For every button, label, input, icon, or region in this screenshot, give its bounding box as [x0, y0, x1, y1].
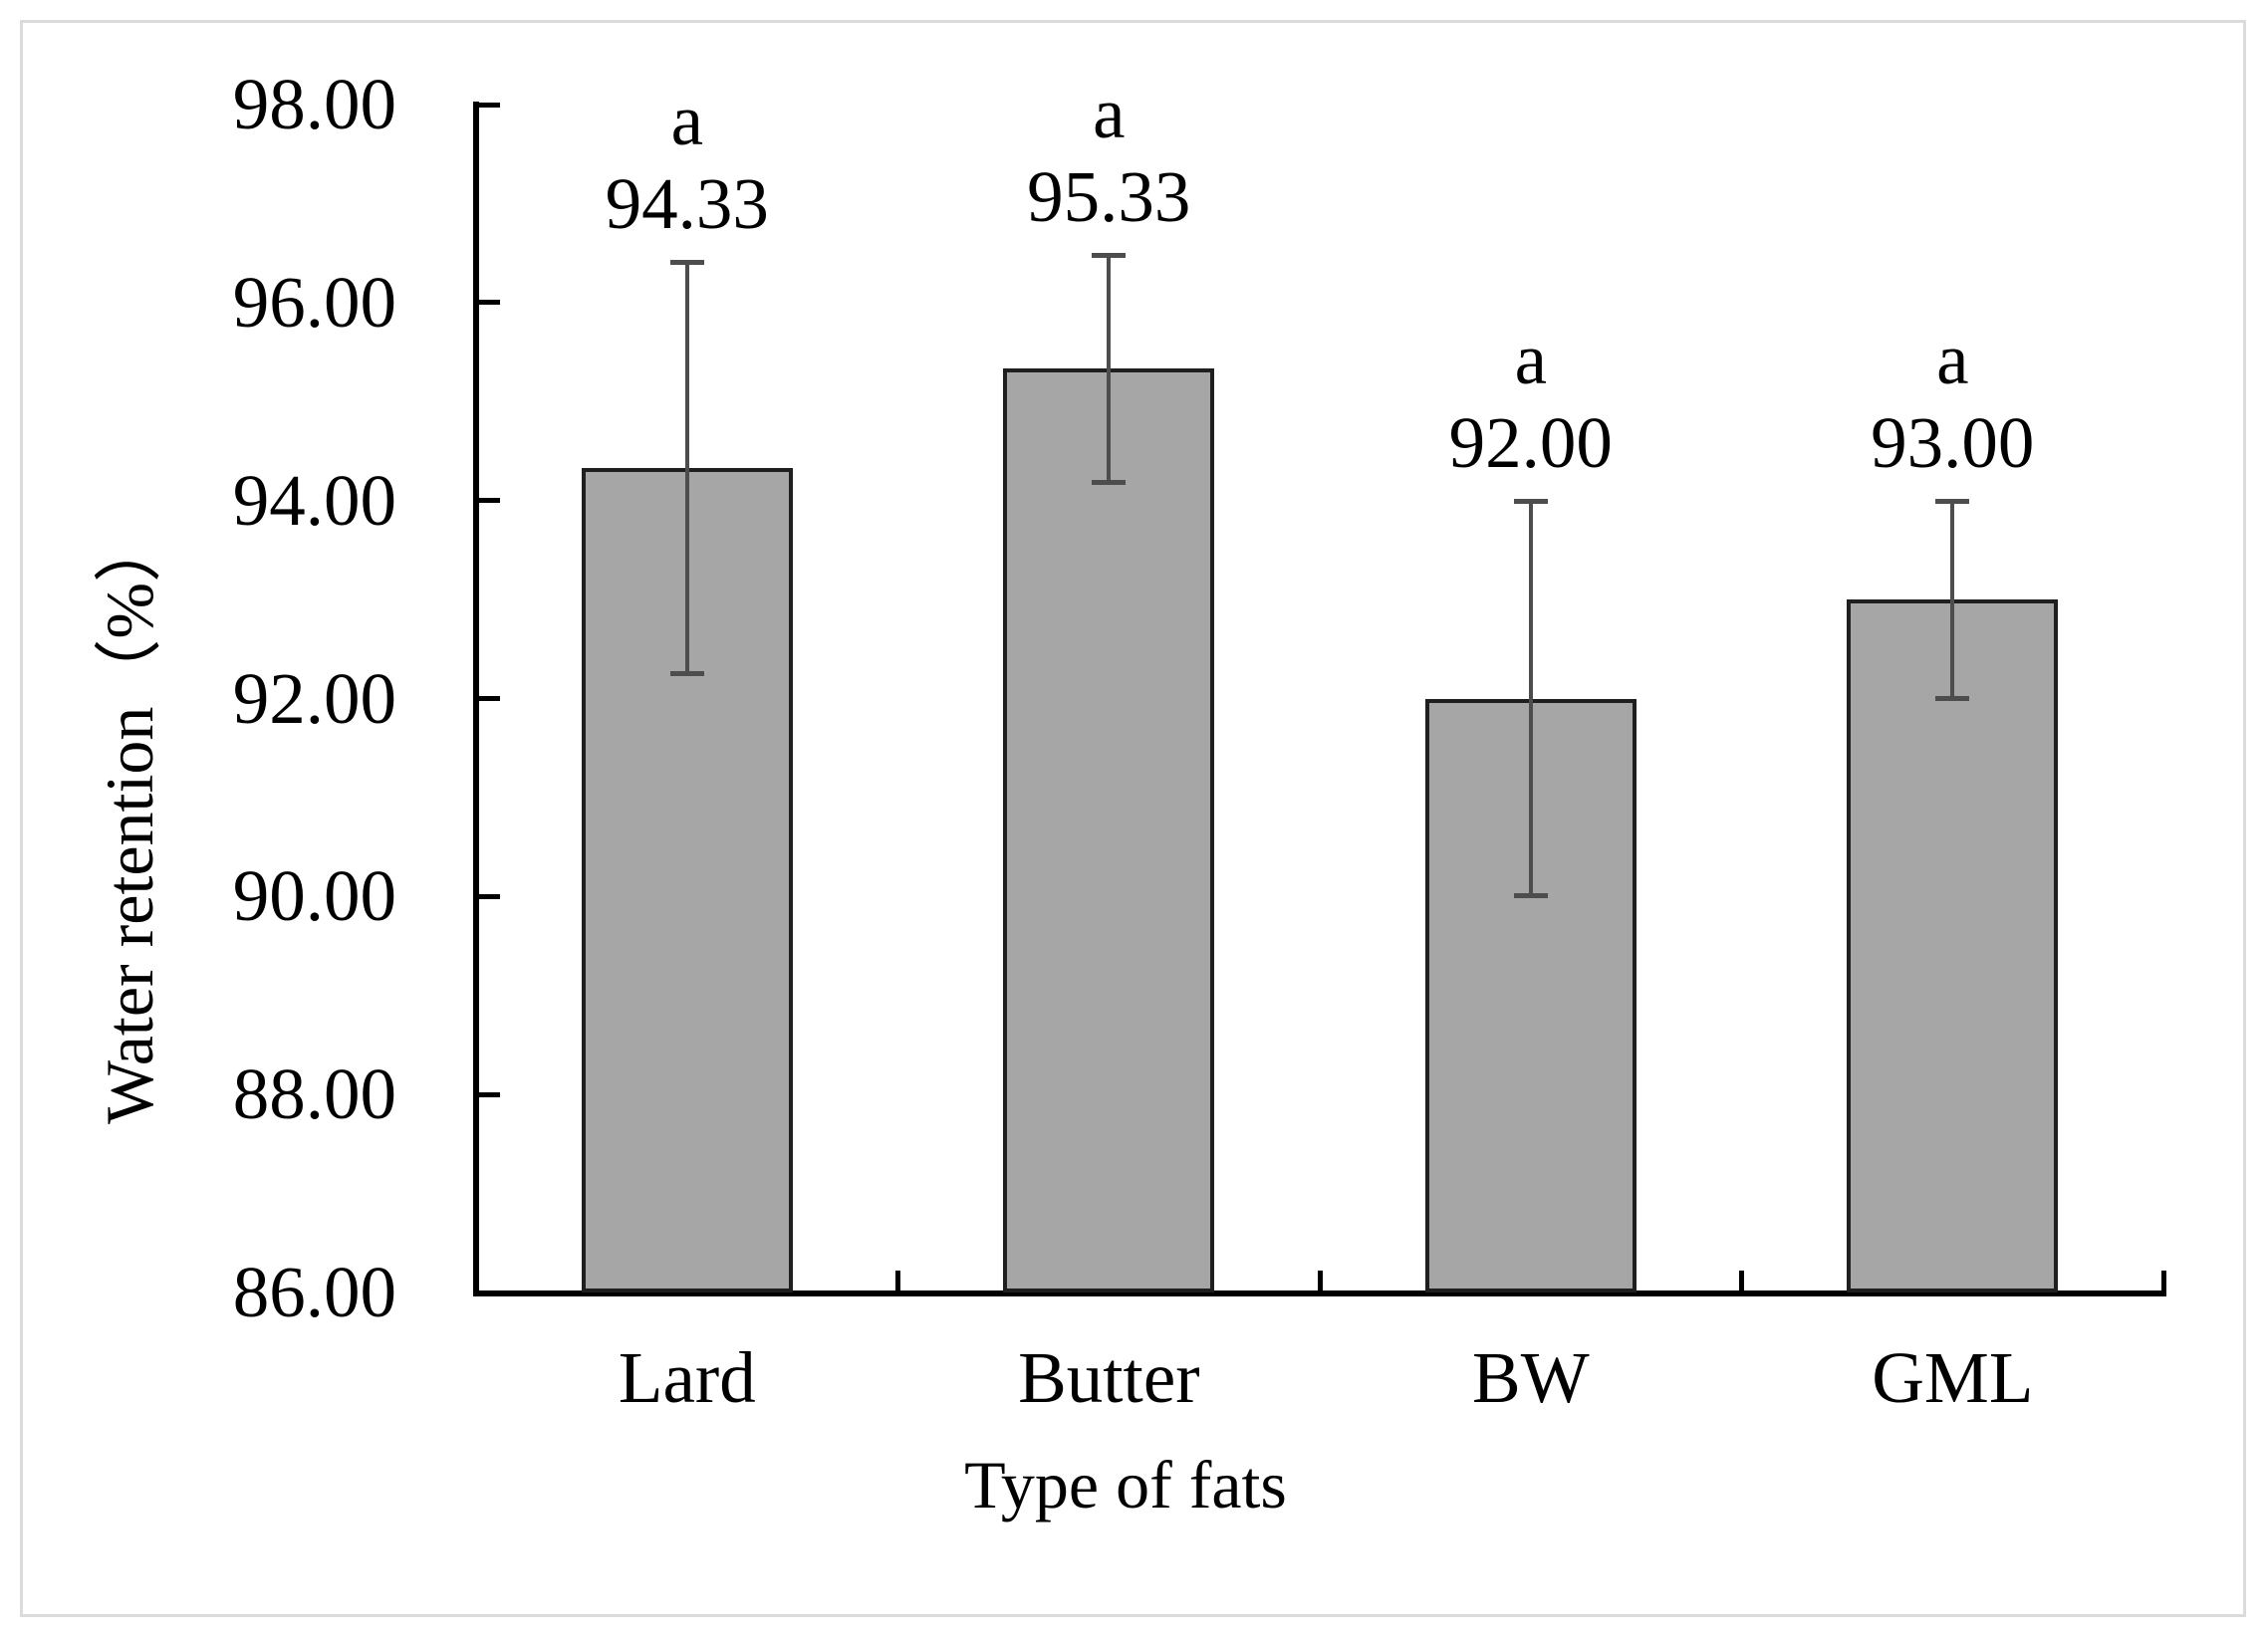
- bar-value-label: 92.00: [1448, 401, 1613, 483]
- error-bar-bottom-cap: [669, 670, 704, 676]
- significance-letter: a: [670, 80, 703, 161]
- y-axis-tick: [476, 1289, 500, 1295]
- significance-letter: a: [1514, 318, 1547, 399]
- y-axis-tick: [476, 300, 500, 306]
- y-tick-label: 88.00: [232, 1054, 396, 1135]
- bar-value-label: 95.33: [1027, 156, 1191, 238]
- error-bar-top-cap: [669, 260, 704, 266]
- y-tick-label: 98.00: [232, 64, 396, 144]
- bar-value-label: 93.00: [1871, 401, 2035, 483]
- bar-butter: [1003, 368, 1215, 1292]
- error-bar-bottom-cap: [1513, 893, 1548, 899]
- y-axis-tick: [476, 102, 500, 108]
- x-category-label-gml: GML: [1872, 1337, 2034, 1418]
- bar-annotation: a 92.00: [1332, 318, 1730, 485]
- bar-annotation: a 93.00: [1753, 318, 2151, 485]
- y-tick-label: 86.00: [232, 1252, 396, 1332]
- bar-annotation: a 94.33: [488, 79, 886, 246]
- y-axis-tick: [476, 893, 500, 899]
- x-axis-title: Type of fats: [964, 1447, 1287, 1522]
- y-tick-label: 92.00: [232, 657, 396, 739]
- error-bar-top-cap: [1092, 253, 1127, 259]
- y-axis-tick: [476, 696, 500, 701]
- bar-value-label: 94.33: [605, 163, 769, 245]
- error-bar-top-cap: [1935, 498, 1970, 504]
- y-tick-label: 96.00: [232, 261, 396, 343]
- error-bar-bottom-cap: [1935, 695, 1970, 701]
- bar-gml: [1847, 599, 2059, 1292]
- error-bar-line: [684, 262, 689, 674]
- y-axis-tick: [476, 498, 500, 504]
- x-category-label-lard: Lard: [618, 1337, 756, 1418]
- significance-letter: a: [1936, 318, 1969, 399]
- error-bar-line: [1528, 500, 1533, 897]
- x-axis-tick: [1739, 1271, 1744, 1292]
- x-category-label-butter: Butter: [1018, 1337, 1200, 1418]
- y-axis-tick: [476, 1091, 500, 1097]
- error-bar-bottom-cap: [1092, 479, 1127, 485]
- error-bar-line: [1950, 500, 1955, 699]
- x-axis-tick: [1317, 1271, 1323, 1292]
- x-axis-tick: [895, 1271, 900, 1292]
- error-bar-line: [1107, 255, 1112, 483]
- bar-annotation: a 95.33: [909, 72, 1308, 239]
- x-axis-line: [473, 1290, 2166, 1296]
- bar-lard: [581, 467, 793, 1292]
- x-category-label-bw: BW: [1472, 1337, 1590, 1418]
- y-tick-label: 94.00: [232, 459, 396, 541]
- y-tick-label: 90.00: [232, 855, 396, 937]
- significance-letter: a: [1093, 73, 1126, 154]
- x-axis-tick: [2160, 1271, 2166, 1292]
- error-bar-top-cap: [1513, 498, 1548, 504]
